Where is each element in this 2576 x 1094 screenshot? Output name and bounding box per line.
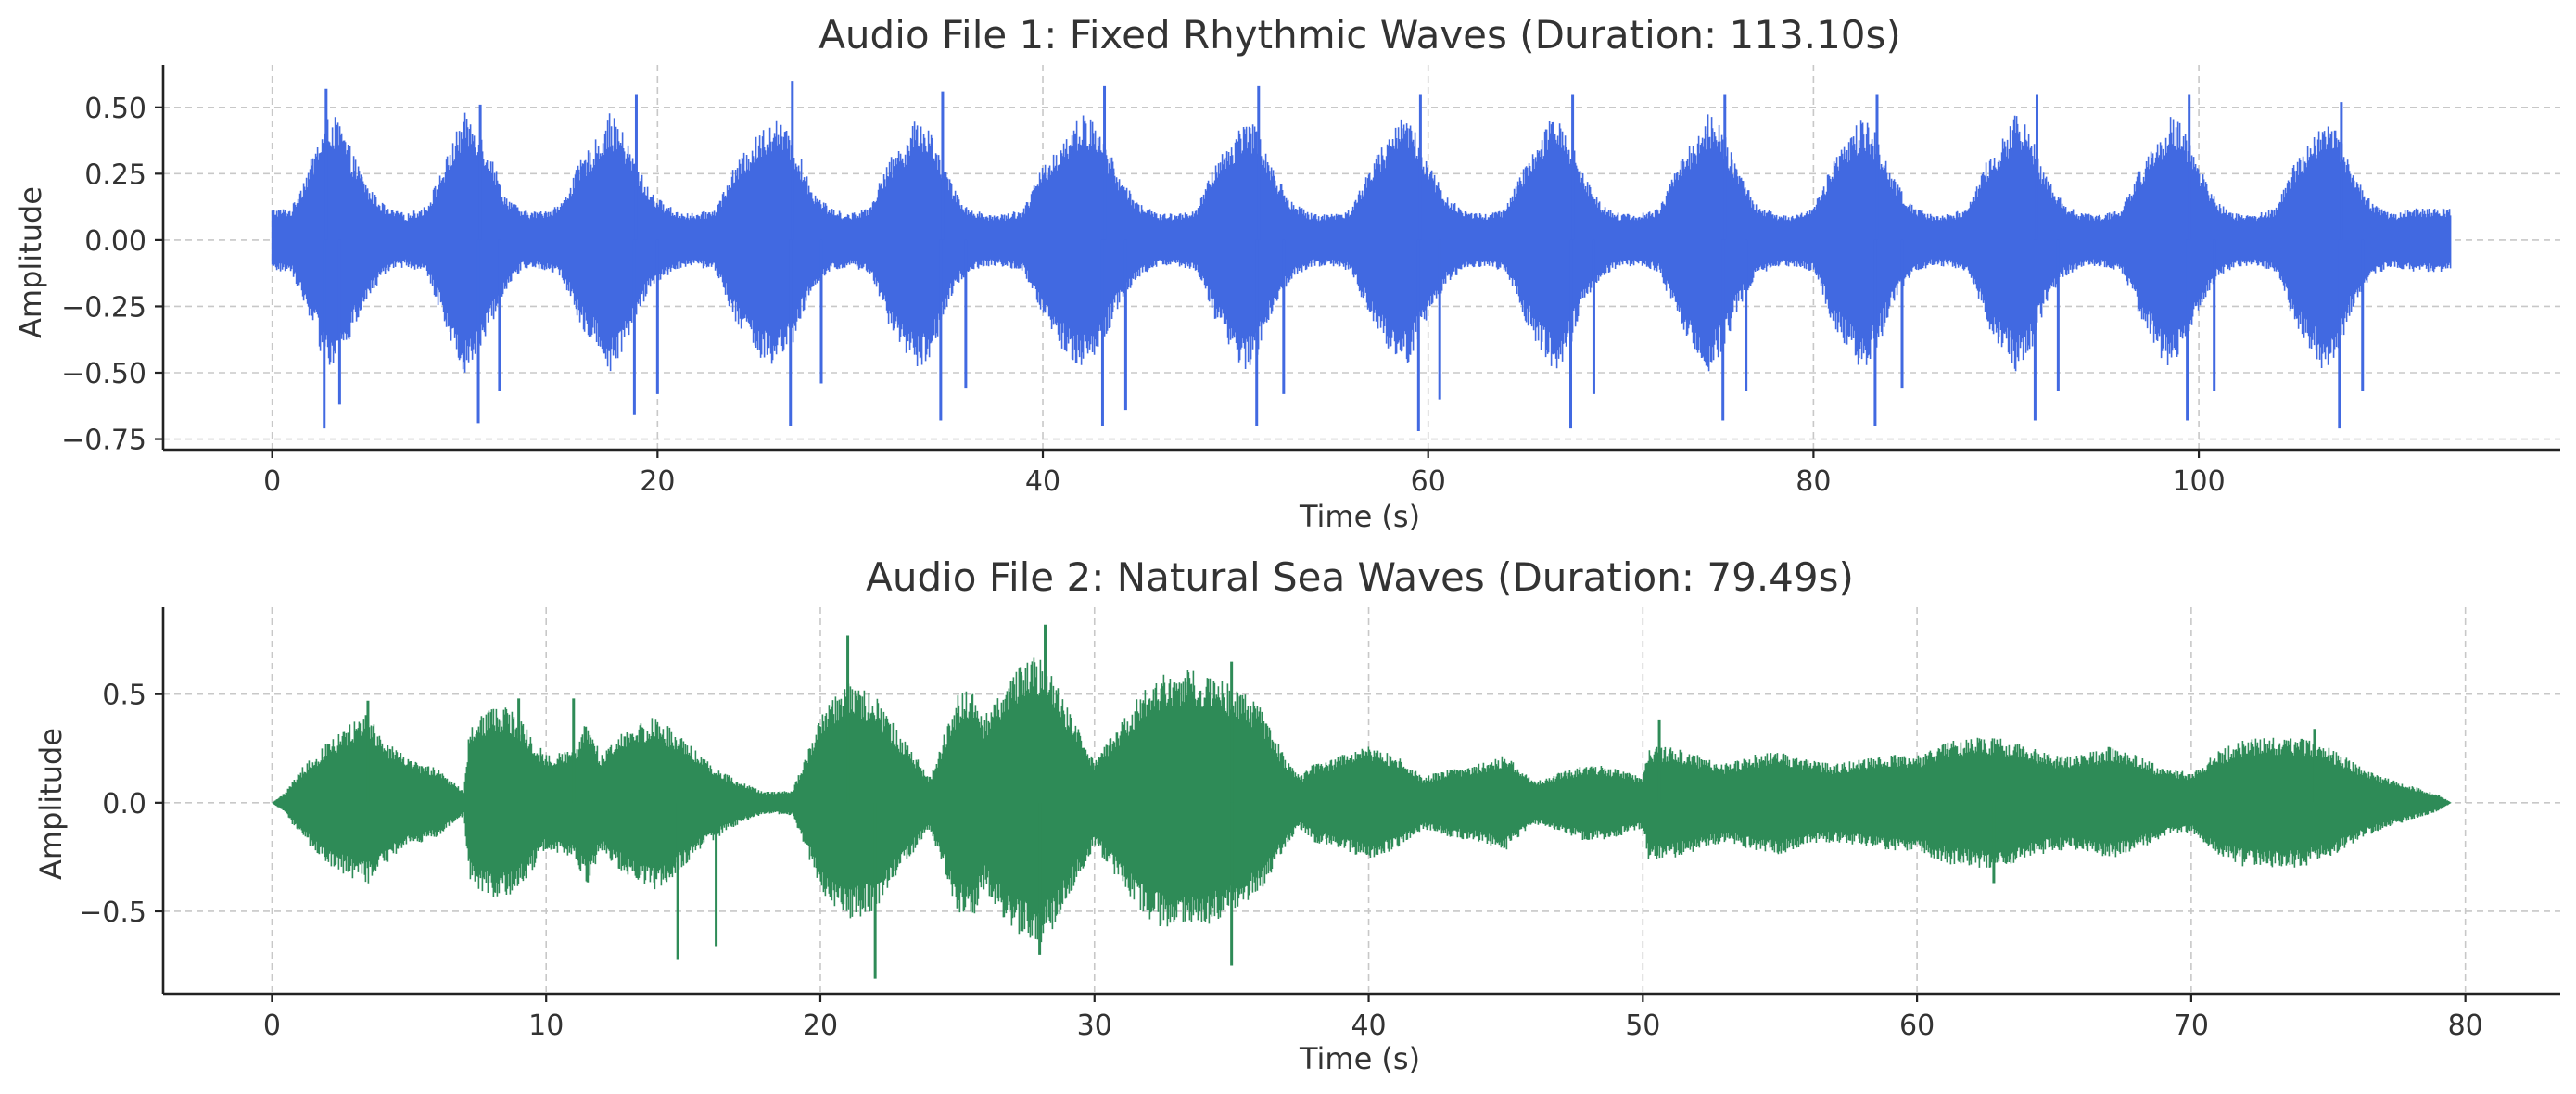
x-tick-label: 60 bbox=[1411, 465, 1446, 498]
axes-spines bbox=[161, 65, 2560, 452]
x-tick-label: 80 bbox=[2448, 1010, 2483, 1042]
x-axis-ticks: 0 20 40 60 80 100 bbox=[263, 450, 2226, 498]
x-tick-label: 0 bbox=[263, 465, 281, 498]
x-tick-label: 50 bbox=[1625, 1010, 1660, 1042]
x-tick-label: 10 bbox=[528, 1010, 564, 1042]
x-tick-label: 40 bbox=[1351, 1010, 1386, 1042]
axes-spines bbox=[161, 607, 2560, 996]
x-tick-label: 30 bbox=[1077, 1010, 1112, 1042]
x-tick-label: 40 bbox=[1025, 465, 1060, 498]
y-tick-label: −0.25 bbox=[61, 291, 146, 324]
x-tick-label: 80 bbox=[1796, 465, 1831, 498]
chart-fixed-rhythmic-waves: Audio File 1: Fixed Rhythmic Waves (Dura… bbox=[13, 12, 2560, 534]
y-tick-label: 0.00 bbox=[84, 225, 146, 258]
plot-area bbox=[271, 81, 2452, 431]
x-tick-label: 0 bbox=[263, 1010, 281, 1042]
x-tick-label: 20 bbox=[640, 465, 675, 498]
chart-title: Audio File 2: Natural Sea Waves (Duratio… bbox=[866, 554, 1854, 600]
y-axis-ticks: 0.5 0.0 −0.5 bbox=[79, 680, 163, 929]
y-tick-label: 0.0 bbox=[102, 788, 146, 820]
x-axis-label: Time (s) bbox=[1299, 1041, 1420, 1076]
x-tick-label: 100 bbox=[2172, 465, 2225, 498]
chart-title: Audio File 1: Fixed Rhythmic Waves (Dura… bbox=[818, 12, 1901, 57]
chart-natural-sea-waves: Audio File 2: Natural Sea Waves (Duratio… bbox=[33, 554, 2560, 1076]
x-tick-label: 20 bbox=[803, 1010, 838, 1042]
y-tick-label: −0.50 bbox=[61, 358, 146, 390]
y-tick-label: 0.5 bbox=[102, 680, 146, 712]
y-tick-label: 0.25 bbox=[84, 159, 146, 191]
waveform-series bbox=[271, 112, 2452, 373]
y-axis-label: Amplitude bbox=[13, 186, 48, 338]
y-axis-label: Amplitude bbox=[33, 728, 69, 880]
x-tick-label: 70 bbox=[2174, 1010, 2209, 1042]
x-tick-label: 60 bbox=[1899, 1010, 1935, 1042]
plot-area bbox=[272, 624, 2453, 979]
waveform-series bbox=[272, 657, 2453, 946]
y-tick-label: −0.5 bbox=[79, 897, 146, 929]
x-axis-label: Time (s) bbox=[1299, 499, 1420, 534]
y-tick-label: 0.50 bbox=[84, 93, 146, 125]
y-axis-ticks: 0.50 0.25 0.00 −0.25 −0.50 −0.75 bbox=[61, 93, 163, 457]
x-axis-ticks: 0 10 20 30 40 50 60 70 80 bbox=[263, 994, 2483, 1042]
y-tick-label: −0.75 bbox=[61, 425, 146, 457]
